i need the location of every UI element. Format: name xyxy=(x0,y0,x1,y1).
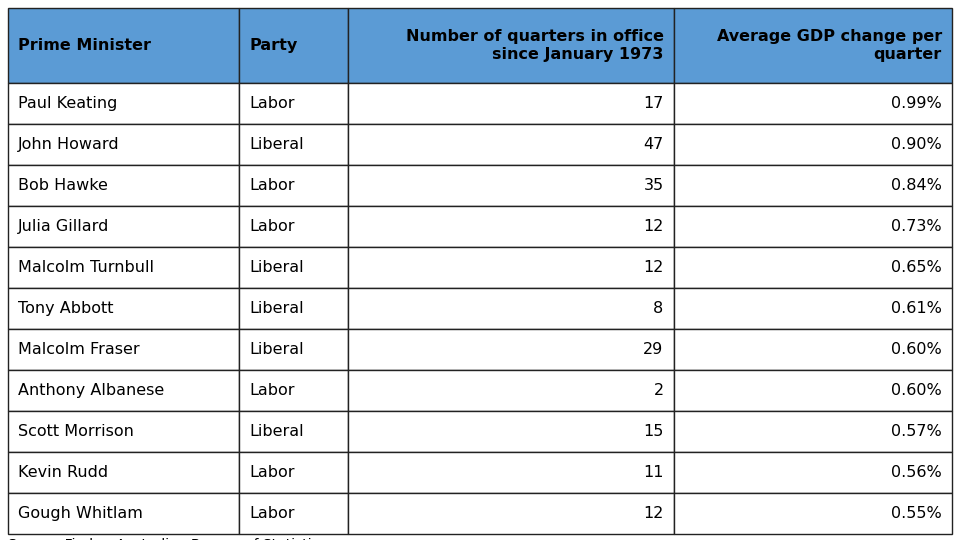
Bar xyxy=(8,206,239,247)
Bar xyxy=(8,370,239,411)
Bar xyxy=(348,165,674,206)
Bar xyxy=(674,83,952,124)
Bar xyxy=(8,83,239,124)
Text: 47: 47 xyxy=(643,137,663,152)
Bar xyxy=(674,8,952,83)
Text: John Howard: John Howard xyxy=(18,137,120,152)
Text: Tony Abbott: Tony Abbott xyxy=(18,301,113,316)
Text: 35: 35 xyxy=(643,178,663,193)
Text: 2: 2 xyxy=(654,383,663,398)
Text: 12: 12 xyxy=(643,506,663,521)
Bar xyxy=(348,247,674,288)
Text: 0.90%: 0.90% xyxy=(891,137,942,152)
Text: Anthony Albanese: Anthony Albanese xyxy=(18,383,164,398)
Bar xyxy=(239,370,348,411)
Text: Paul Keating: Paul Keating xyxy=(18,96,117,111)
Bar xyxy=(348,411,674,452)
Text: 8: 8 xyxy=(653,301,663,316)
Bar xyxy=(674,288,952,329)
Text: Party: Party xyxy=(250,38,298,53)
Text: Liberal: Liberal xyxy=(250,137,304,152)
Text: 0.84%: 0.84% xyxy=(891,178,942,193)
Text: Labor: Labor xyxy=(250,96,295,111)
Text: 12: 12 xyxy=(643,260,663,275)
Bar xyxy=(674,329,952,370)
Bar xyxy=(348,83,674,124)
Text: Julia Gillard: Julia Gillard xyxy=(18,219,109,234)
Text: Labor: Labor xyxy=(250,506,295,521)
Text: Scott Morrison: Scott Morrison xyxy=(18,424,133,439)
Text: 0.57%: 0.57% xyxy=(891,424,942,439)
Text: Prime Minister: Prime Minister xyxy=(18,38,151,53)
Bar xyxy=(239,83,348,124)
Bar xyxy=(239,288,348,329)
Text: 0.55%: 0.55% xyxy=(891,506,942,521)
Bar xyxy=(8,329,239,370)
Bar xyxy=(8,247,239,288)
Text: Malcolm Turnbull: Malcolm Turnbull xyxy=(18,260,154,275)
Bar xyxy=(8,288,239,329)
Text: Number of quarters in office
since January 1973: Number of quarters in office since Janua… xyxy=(405,29,663,62)
Bar xyxy=(674,165,952,206)
Bar xyxy=(348,288,674,329)
Bar xyxy=(239,329,348,370)
Text: 0.56%: 0.56% xyxy=(891,465,942,480)
Text: Labor: Labor xyxy=(250,465,295,480)
Text: Liberal: Liberal xyxy=(250,301,304,316)
Bar xyxy=(674,493,952,534)
Bar xyxy=(8,124,239,165)
Text: Liberal: Liberal xyxy=(250,342,304,357)
Bar xyxy=(674,206,952,247)
Text: 29: 29 xyxy=(643,342,663,357)
Text: 0.65%: 0.65% xyxy=(891,260,942,275)
Text: 11: 11 xyxy=(643,465,663,480)
Bar xyxy=(8,452,239,493)
Bar xyxy=(348,124,674,165)
Text: Bob Hawke: Bob Hawke xyxy=(18,178,108,193)
Text: Labor: Labor xyxy=(250,383,295,398)
Bar xyxy=(239,165,348,206)
Text: 12: 12 xyxy=(643,219,663,234)
Bar xyxy=(348,206,674,247)
Bar xyxy=(348,370,674,411)
Text: Gough Whitlam: Gough Whitlam xyxy=(18,506,143,521)
Text: Liberal: Liberal xyxy=(250,424,304,439)
Text: Labor: Labor xyxy=(250,178,295,193)
Text: 0.99%: 0.99% xyxy=(891,96,942,111)
Bar xyxy=(239,247,348,288)
Bar xyxy=(8,493,239,534)
Bar xyxy=(348,493,674,534)
Text: 0.60%: 0.60% xyxy=(891,342,942,357)
Bar xyxy=(239,452,348,493)
Bar xyxy=(348,452,674,493)
Bar xyxy=(239,493,348,534)
Bar xyxy=(674,370,952,411)
Text: 0.60%: 0.60% xyxy=(891,383,942,398)
Bar xyxy=(8,411,239,452)
Bar xyxy=(674,411,952,452)
Bar xyxy=(239,124,348,165)
Text: Average GDP change per
quarter: Average GDP change per quarter xyxy=(717,29,942,62)
Bar xyxy=(674,247,952,288)
Bar xyxy=(348,8,674,83)
Bar xyxy=(239,8,348,83)
Text: Labor: Labor xyxy=(250,219,295,234)
Text: Source: Finder, Australian Bureau of Statistics: Source: Finder, Australian Bureau of Sta… xyxy=(8,538,326,540)
Text: 15: 15 xyxy=(643,424,663,439)
Bar xyxy=(239,206,348,247)
Text: 17: 17 xyxy=(643,96,663,111)
Text: Liberal: Liberal xyxy=(250,260,304,275)
Text: 0.61%: 0.61% xyxy=(891,301,942,316)
Text: Kevin Rudd: Kevin Rudd xyxy=(18,465,108,480)
Text: 0.73%: 0.73% xyxy=(892,219,942,234)
Text: Malcolm Fraser: Malcolm Fraser xyxy=(18,342,139,357)
Bar xyxy=(8,8,239,83)
Bar xyxy=(239,411,348,452)
Bar xyxy=(674,124,952,165)
Bar xyxy=(674,452,952,493)
Bar xyxy=(8,165,239,206)
Bar xyxy=(348,329,674,370)
